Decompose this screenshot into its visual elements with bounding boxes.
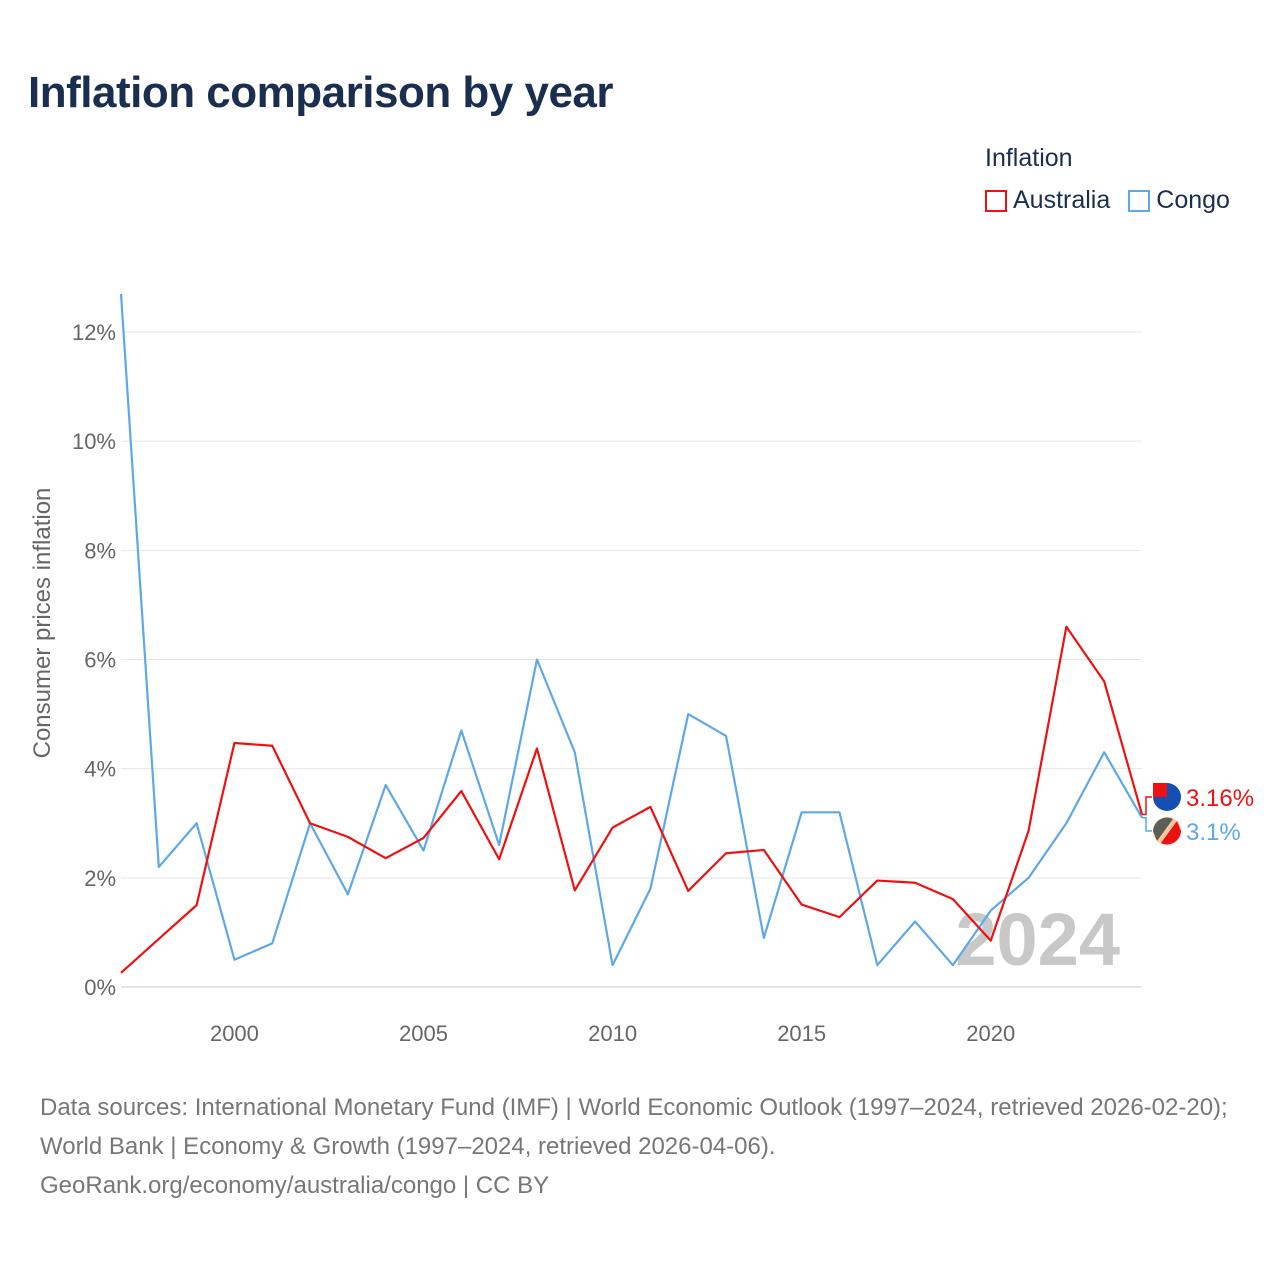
legend-swatch-australia — [985, 189, 1007, 212]
legend-item-australia[interactable]: Australia — [985, 186, 1110, 215]
x-tick-label: 2000 — [210, 1021, 259, 1046]
data-source: Data sources: International Monetary Fun… — [40, 1088, 1250, 1205]
x-tick-label: 2010 — [588, 1021, 637, 1046]
y-tick-label: 2% — [84, 866, 116, 891]
chart-title: Inflation comparison by year — [28, 68, 614, 117]
series-line-australia — [120, 625, 1144, 974]
congo-flag-stripe — [1161, 821, 1181, 845]
source-line-2[interactable]: GeoRank.org/economy/australia/congo | CC… — [40, 1172, 550, 1199]
x-tick-label: 2020 — [966, 1021, 1015, 1046]
series-line-congo — [119, 293, 1143, 967]
legend-title: Inflation — [985, 144, 1073, 172]
y-tick-label: 8% — [84, 538, 116, 563]
legend-swatch-congo — [1128, 189, 1151, 212]
x-tick-label: 2005 — [399, 1021, 448, 1046]
legend-label: Australia — [1013, 186, 1111, 214]
y-tick-label: 6% — [84, 648, 116, 673]
x-tick-label: 2015 — [777, 1021, 826, 1046]
end-value-label-australia: 3.16% — [1186, 785, 1254, 812]
australia-flag-canton — [1153, 783, 1167, 797]
legend-item-congo[interactable]: Congo — [1128, 186, 1230, 215]
legend-label: Congo — [1156, 186, 1230, 214]
y-axis-label: Consumer prices inflation — [29, 488, 56, 759]
y-tick-label: 12% — [72, 320, 116, 345]
legend: Australia Congo — [985, 186, 1230, 215]
y-tick-label: 10% — [72, 429, 116, 454]
source-line-1: Data sources: International Monetary Fun… — [40, 1094, 1228, 1160]
end-connector — [1142, 796, 1152, 816]
y-tick-label: 0% — [84, 975, 116, 1000]
end-connector — [1142, 817, 1152, 832]
end-value-label-congo: 3.1% — [1186, 819, 1241, 846]
y-tick-label: 4% — [84, 757, 116, 782]
year-watermark: 2024 — [955, 898, 1120, 981]
congo-flag-stripe — [1153, 817, 1173, 841]
